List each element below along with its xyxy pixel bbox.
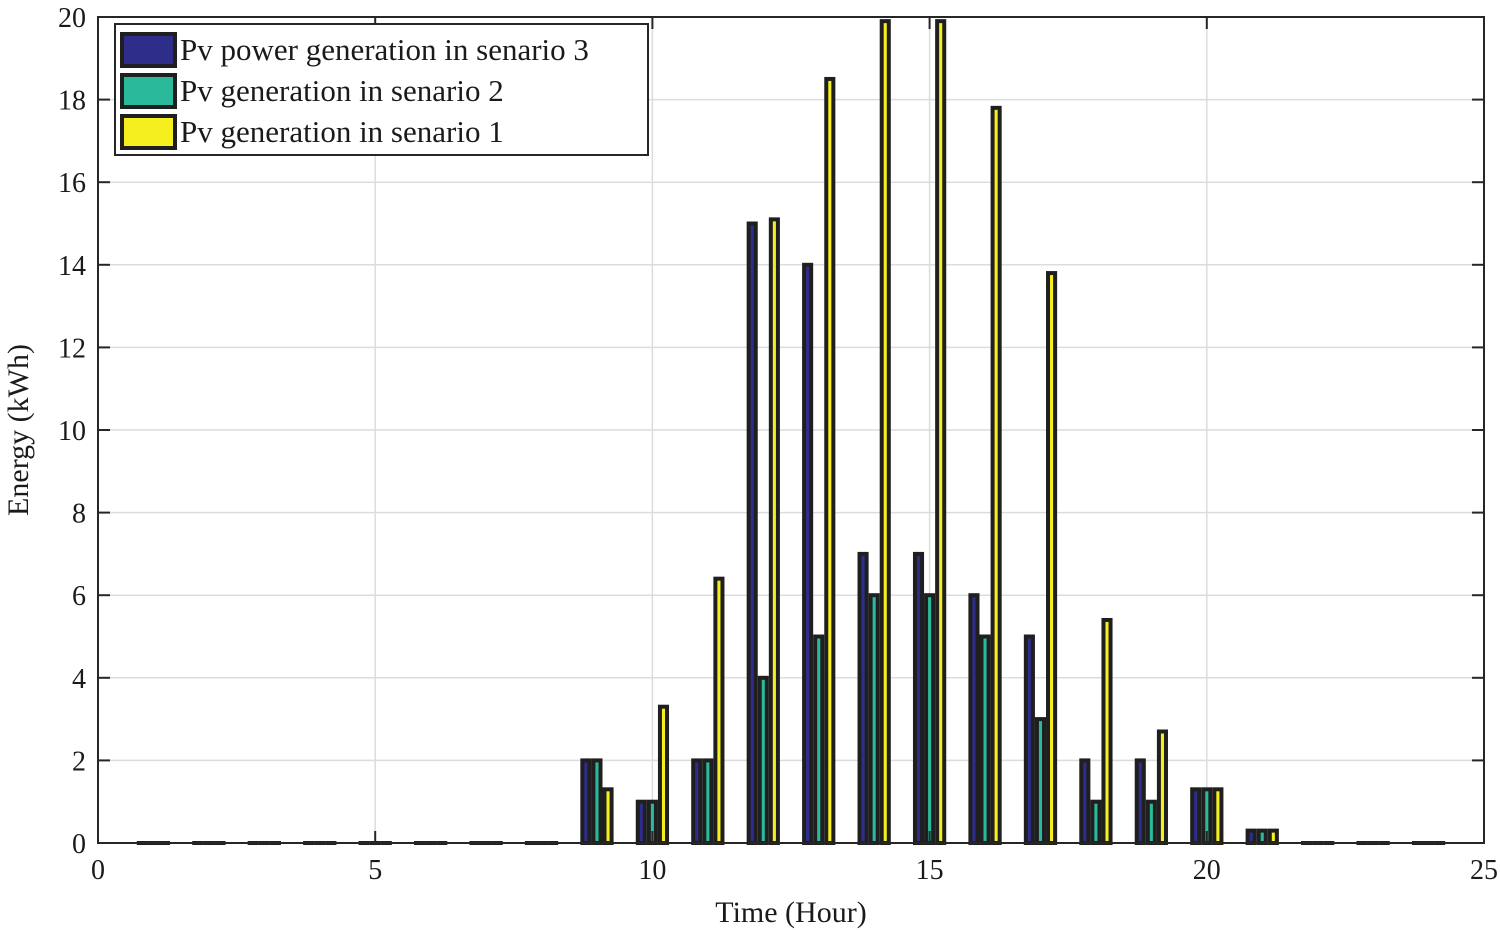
bar-2-hour-17 — [1034, 717, 1047, 845]
y-tick-label: 0 — [72, 829, 86, 860]
legend-box — [114, 23, 649, 156]
bar-3-hour-15 — [935, 19, 947, 845]
y-tick-label: 14 — [58, 251, 86, 282]
bar-2-hour-13 — [813, 634, 825, 845]
x-tick-label: 10 — [638, 855, 666, 886]
bar-1-hour-20 — [1190, 787, 1202, 845]
bar-2-hour-14 — [868, 593, 880, 846]
y-tick-label: 12 — [58, 333, 86, 364]
y-tick-label: 4 — [72, 664, 86, 695]
bar-3-hour-10 — [657, 704, 670, 846]
bar-2-hour-18 — [1090, 799, 1102, 846]
bar-3-hour-16 — [990, 105, 1002, 846]
bar-1-hour-19 — [1134, 758, 1146, 846]
bar-1-hour-9 — [580, 758, 592, 846]
legend-swatch — [120, 114, 177, 150]
y-tick-label: 2 — [72, 746, 86, 777]
bar-3-hour-12 — [768, 217, 780, 845]
x-axis-label: Time (Hour) — [715, 896, 866, 929]
bar-1-hour-13 — [802, 262, 814, 845]
x-tick-label: 5 — [368, 855, 382, 886]
legend-swatch — [120, 32, 177, 68]
legend-label: Pv generation in senario 2 — [180, 73, 504, 108]
bar-2-hour-15 — [924, 593, 936, 846]
legend: Pv power generation in senario 3 Pv gener… — [114, 23, 649, 156]
y-tick-label: 16 — [58, 168, 86, 199]
x-tick-label: 20 — [1193, 855, 1221, 886]
bar-1-hour-15 — [912, 551, 925, 846]
bar-2-hour-16 — [979, 634, 991, 845]
bar-2-hour-19 — [1145, 799, 1157, 846]
y-axis-label: Energy (kWh) — [2, 344, 35, 516]
bar-3-hour-21 — [1267, 828, 1279, 845]
axis-ticks: 0 5 10 15 20 25 0 2 4 6 8 10 12 14 16 18 20 — [58, 3, 1498, 886]
y-tick-label: 20 — [58, 3, 86, 34]
legend-label: Pv generation in senario 1 — [180, 114, 504, 149]
y-tick-label: 18 — [58, 86, 86, 117]
bar-3-hour-20 — [1212, 787, 1224, 845]
bar-3-hour-18 — [1101, 617, 1113, 845]
bar-1-hour-16 — [968, 593, 980, 846]
y-tick-label: 10 — [58, 416, 86, 447]
bar-2-hour-11 — [702, 758, 714, 846]
bar-2-hour-12 — [757, 675, 769, 845]
bar-1-hour-14 — [857, 551, 869, 846]
bar-1-hour-11 — [691, 758, 703, 846]
bar-3-hour-13 — [824, 76, 836, 845]
grid — [98, 17, 1484, 843]
y-tick-label: 8 — [72, 499, 86, 530]
bar-3-hour-14 — [879, 19, 891, 845]
bar-2-hour-9 — [591, 758, 603, 846]
bar-2-hour-21 — [1256, 828, 1268, 845]
bar-1-hour-18 — [1079, 758, 1091, 846]
x-tick-label: 0 — [91, 855, 105, 886]
y-tick-label: 6 — [72, 581, 86, 612]
legend-swatch — [120, 73, 177, 109]
x-tick-label: 15 — [916, 855, 944, 886]
legend-label: Pv power generation in senario 3 — [180, 32, 589, 67]
bar-1-hour-10 — [635, 799, 647, 846]
bar-3-hour-19 — [1156, 729, 1168, 845]
bar-1-hour-12 — [746, 221, 758, 845]
bar-3-hour-17 — [1046, 271, 1058, 845]
x-tick-label: 25 — [1470, 855, 1498, 886]
bar-3-hour-11 — [713, 576, 725, 845]
bar-1-hour-17 — [1023, 634, 1035, 845]
bar-1-hour-21 — [1245, 828, 1257, 845]
bar-3-hour-9 — [602, 787, 614, 845]
